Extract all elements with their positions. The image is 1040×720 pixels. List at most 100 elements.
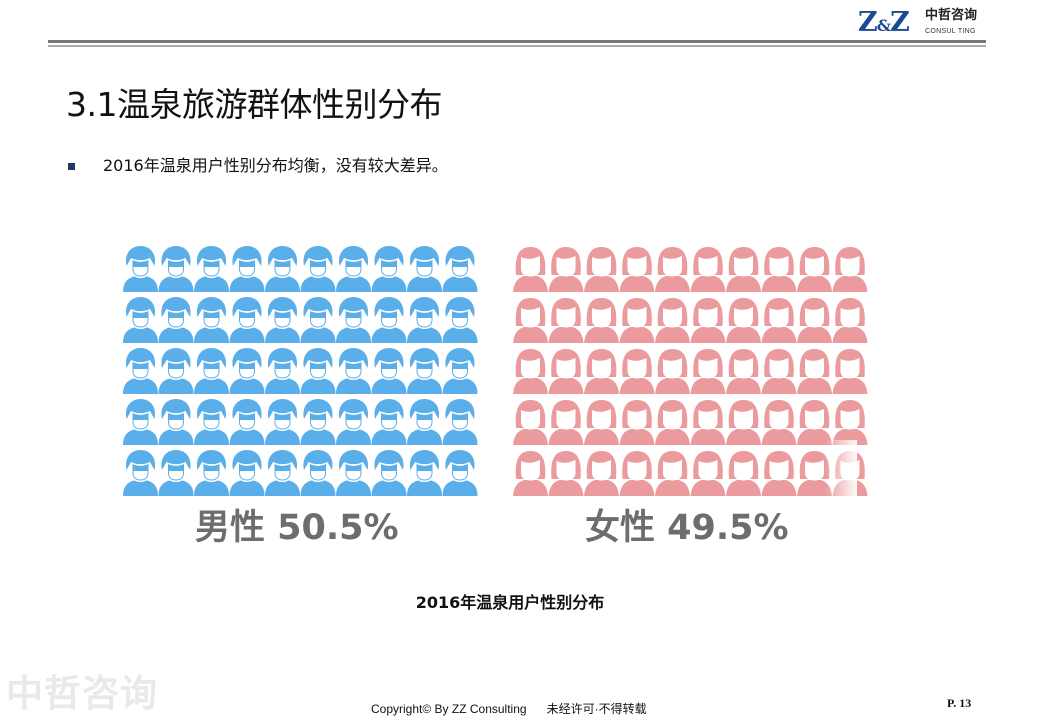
male-figure-icon: [407, 348, 442, 394]
logo-english-name: CONSUL TING: [925, 28, 976, 35]
male-figure-icon: [300, 297, 336, 343]
male-figure-icon: [371, 246, 407, 292]
male-figure-icon: [336, 399, 371, 445]
company-logo: Z&Z 中哲咨询 CONSUL TING: [858, 7, 988, 39]
female-figure-icon: [690, 400, 726, 445]
male-figure-icon: [158, 246, 194, 292]
male-figure-icon: [123, 399, 158, 445]
male-figure-icon: [336, 297, 371, 343]
female-figure-icon: [690, 349, 726, 394]
male-figure-icon: [442, 450, 478, 496]
bullet-text: 2016年温泉用户性别分布均衡，没有较大差异。: [103, 156, 448, 175]
bullet-square-icon: [68, 163, 75, 170]
male-figure-icon: [158, 450, 194, 496]
female-figure-icon: [548, 247, 584, 292]
fade-overlay: [825, 440, 857, 500]
female-figure-icon: [548, 298, 584, 343]
female-figure-icon: [619, 349, 655, 394]
male-figure-icon: [158, 297, 194, 343]
reprint-notice: 未经许可·不得转载: [546, 702, 647, 716]
female-figure-icon: [797, 247, 832, 292]
male-figure-icon: [300, 399, 336, 445]
female-figure-icon: [513, 400, 548, 445]
female-figure-icon: [584, 400, 619, 445]
male-figure-icon: [265, 450, 300, 496]
female-figure-icon: [832, 349, 868, 394]
male-figure-icon: [123, 246, 158, 292]
male-figure-icon: [265, 297, 300, 343]
female-figure-icon: [761, 349, 797, 394]
slide-title: 3.1温泉旅游群体性别分布: [66, 85, 442, 124]
male-figure-icon: [407, 450, 442, 496]
male-figure-icon: [407, 246, 442, 292]
female-figure-icon: [655, 247, 690, 292]
chart-caption: 2016年温泉用户性别分布: [415, 593, 605, 612]
female-figure-icon: [619, 298, 655, 343]
female-figure-icon: [761, 451, 797, 496]
female-figure-icon: [584, 349, 619, 394]
copyright-text: Copyright© By ZZ Consulting: [371, 702, 527, 716]
male-figure-icon: [442, 246, 478, 292]
male-figure-icon: [123, 297, 158, 343]
female-figure-icon: [797, 349, 832, 394]
male-figure-icon: [229, 348, 265, 394]
male-figure-icon: [265, 399, 300, 445]
male-figure-icon: [229, 450, 265, 496]
female-figure-icon: [832, 247, 868, 292]
female-figure-icon: [726, 400, 761, 445]
female-figure-icon: [761, 298, 797, 343]
female-figure-icon: [548, 451, 584, 496]
male-figure-icon: [229, 246, 265, 292]
female-figure-icon: [726, 451, 761, 496]
female-figure-icon: [690, 451, 726, 496]
female-figure-icon: [655, 298, 690, 343]
male-figure-icon: [300, 348, 336, 394]
male-share-label: 男性 50.5%: [195, 508, 399, 548]
female-figure-icon: [584, 451, 619, 496]
female-figure-icon: [619, 451, 655, 496]
male-figure-icon: [194, 297, 229, 343]
female-figure-icon: [655, 451, 690, 496]
male-figure-icon: [194, 246, 229, 292]
female-figure-icon: [584, 247, 619, 292]
header-rule-thin: [48, 45, 986, 47]
male-figure-icon: [194, 399, 229, 445]
female-figure-icon: [761, 400, 797, 445]
male-figure-icon: [442, 348, 478, 394]
male-figure-icon: [336, 450, 371, 496]
logo-chinese-name: 中哲咨询: [925, 8, 978, 23]
male-figure-icon: [407, 297, 442, 343]
male-figure-icon: [336, 246, 371, 292]
female-figure-icon: [655, 400, 690, 445]
female-figure-icon: [513, 298, 548, 343]
male-icon-grid: [123, 246, 478, 496]
male-figure-icon: [194, 450, 229, 496]
female-figure-icon: [584, 298, 619, 343]
female-figure-icon: [619, 400, 655, 445]
male-figure-icon: [123, 348, 158, 394]
female-figure-icon: [797, 298, 832, 343]
female-figure-icon: [726, 247, 761, 292]
male-figure-icon: [300, 246, 336, 292]
male-figure-icon: [371, 348, 407, 394]
female-figure-icon: [726, 298, 761, 343]
male-figure-icon: [265, 348, 300, 394]
female-figure-icon: [832, 298, 868, 343]
female-figure-icon: [726, 349, 761, 394]
male-figure-icon: [194, 348, 229, 394]
gender-pictogram-chart: 男性 50.5% 女性 49.5%: [123, 246, 868, 548]
female-figure-icon: [619, 247, 655, 292]
male-figure-icon: [229, 297, 265, 343]
male-figure-icon: [229, 399, 265, 445]
logo-mark: Z&Z: [858, 7, 910, 38]
female-icon-grid: [513, 247, 868, 496]
male-figure-icon: [371, 399, 407, 445]
female-figure-icon: [655, 349, 690, 394]
female-figure-icon: [548, 349, 584, 394]
female-figure-icon: [690, 247, 726, 292]
male-figure-icon: [158, 399, 194, 445]
female-figure-icon: [797, 400, 832, 445]
female-share-label: 女性 49.5%: [585, 507, 789, 548]
male-figure-icon: [336, 348, 371, 394]
copyright-line: Copyright© By ZZ Consulting 未经许可·不得转载: [371, 701, 647, 717]
